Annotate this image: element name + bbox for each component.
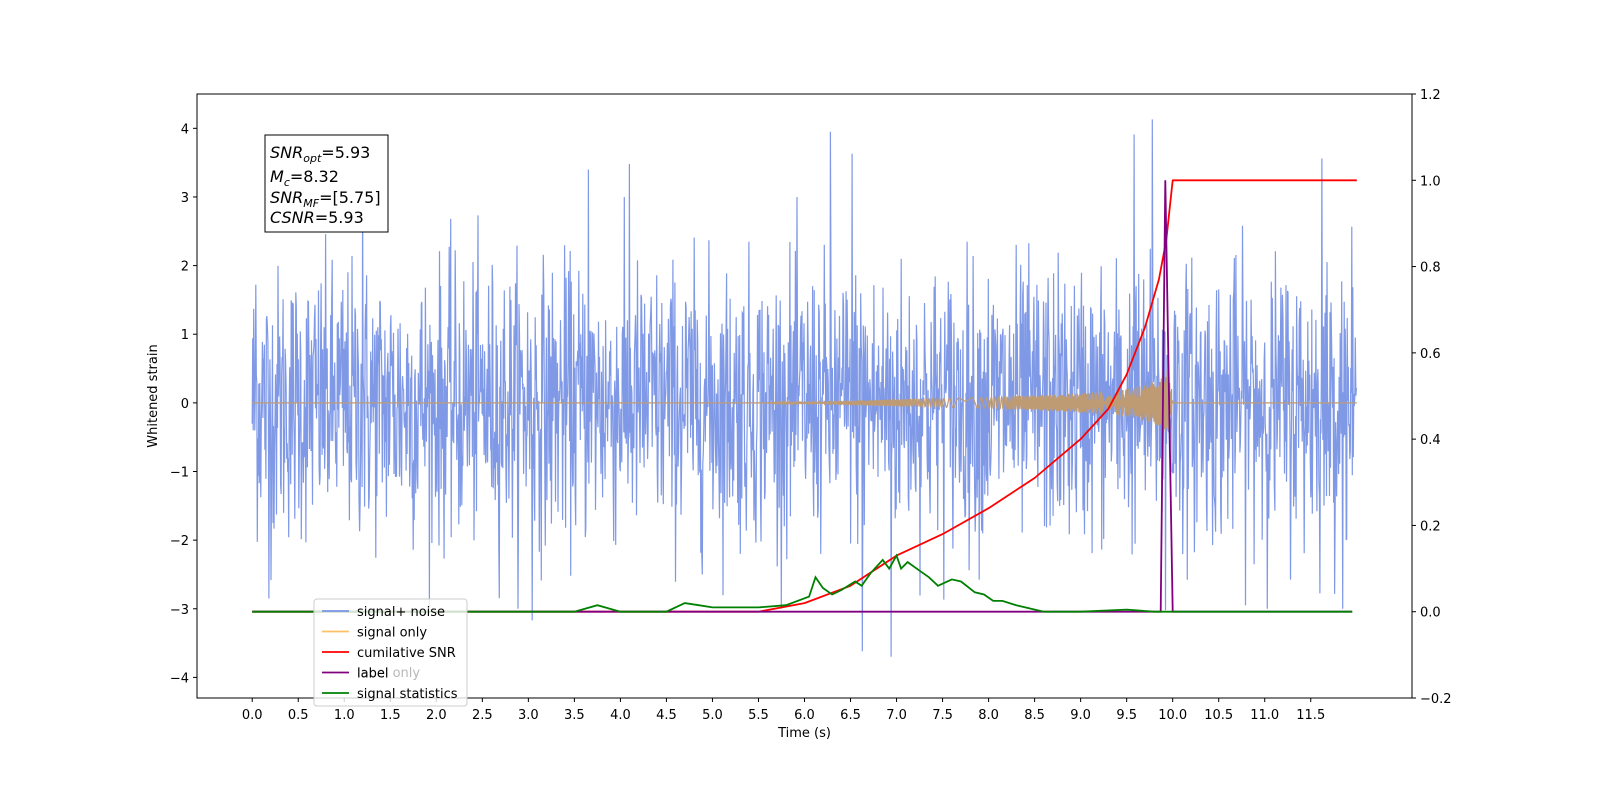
stats-annotation: SNRopt=5.93 Mc=8.32 SNRMF=[5.75] CSNR=5.… [264, 134, 389, 233]
y-right-tick-label: −0.2 [1420, 692, 1452, 707]
series-cumulative-snr [252, 179, 1357, 613]
y-right-tick-label: 1.2 [1420, 88, 1441, 103]
annotation-mc-sub: c [284, 176, 290, 189]
x-tick-label: 11.0 [1250, 708, 1279, 723]
x-tick-label: 4.0 [610, 708, 631, 723]
y-right-tick-label: 0.6 [1420, 347, 1441, 362]
x-tick-label: 9.5 [1116, 708, 1137, 723]
x-tick-label: 6.5 [840, 708, 861, 723]
y-left-tick-label: −1 [170, 466, 189, 481]
series-signal-noise [251, 119, 1357, 657]
plot-area [251, 119, 1357, 657]
x-tick-label: 10.0 [1158, 708, 1187, 723]
y-axis-left: −4 −3 −2 −1 0 1 2 3 4 [170, 122, 197, 686]
annotation-snr-mf-value: =[5.75] [319, 188, 381, 207]
x-tick-label: 9.0 [1070, 708, 1091, 723]
x-tick-label: 3.5 [564, 708, 585, 723]
x-tick-label: 1.0 [334, 708, 355, 723]
y-left-tick-label: −4 [170, 671, 189, 686]
annotation-box [264, 134, 389, 233]
legend-box [313, 598, 468, 707]
series-signal-only [252, 370, 1357, 433]
x-axis-label: Time (s) [777, 726, 831, 741]
legend-label: signal statistics [357, 687, 458, 702]
x-tick-label: 5.0 [702, 708, 723, 723]
x-tick-label: 4.5 [656, 708, 677, 723]
x-tick-label: 8.0 [978, 708, 999, 723]
y-right-tick-label: 0.8 [1420, 261, 1441, 276]
y-left-tick-label: 1 [181, 328, 189, 343]
legend-label: cumilative SNR [357, 646, 456, 661]
legend-label: label [357, 667, 388, 682]
annotation-snr-mf-base: SNR [270, 188, 303, 207]
x-tick-label: 1.5 [380, 708, 401, 723]
legend-label: signal only [357, 626, 427, 641]
x-tick-label: 11.5 [1296, 708, 1325, 723]
y-right-tick-label: 0.0 [1420, 606, 1441, 621]
annotation-mc-value: =8.32 [290, 167, 339, 186]
annotation-snr-opt-sub: opt [303, 152, 322, 165]
y-axis-right: −0.2 0.0 0.2 0.4 0.6 0.8 1.0 1.2 [1412, 88, 1452, 707]
x-tick-label: 7.5 [932, 708, 953, 723]
y-axis-label: Whitened strain [146, 344, 161, 447]
y-right-tick-label: 0.4 [1420, 433, 1441, 448]
y-left-tick-label: 4 [181, 122, 189, 137]
x-tick-label: 3.0 [518, 708, 539, 723]
series-signal-statistics [252, 553, 1353, 613]
y-right-tick-label: 0.2 [1420, 519, 1441, 534]
annotation-snr-mf: SNRMF=[5.75] [270, 188, 381, 210]
legend-hidden-label: label only [357, 666, 420, 681]
x-tick-label: 7.0 [886, 708, 907, 723]
annotation-csnr: CSNR=5.93 [270, 208, 364, 227]
x-tick-label: 8.5 [1024, 708, 1045, 723]
annotation-snr-mf-sub: MF [303, 197, 319, 210]
y-right-tick-label: 1.0 [1420, 174, 1441, 189]
x-tick-label: 2.5 [472, 708, 493, 723]
x-tick-label: 10.5 [1204, 708, 1233, 723]
y-left-tick-label: −2 [170, 534, 189, 549]
y-left-tick-label: 2 [181, 260, 189, 275]
annotation-snr-opt: SNRopt=5.93 [270, 143, 370, 165]
y-left-tick-label: 3 [181, 191, 189, 206]
y-left-tick-label: 0 [181, 397, 189, 412]
x-tick-label: 0.5 [288, 708, 309, 723]
legend-label: signal+ noise [357, 605, 445, 620]
x-axis: 0.0 0.5 1.0 1.5 2.0 2.5 3.0 3.5 4.0 4.5 5.0 5.5 6.0 6… [242, 698, 1325, 723]
annotation-snr-opt-base: SNR [270, 143, 303, 162]
x-tick-label: 0.0 [242, 708, 263, 723]
x-tick-label: 5.5 [748, 708, 769, 723]
annotation-mc-base: M [270, 167, 284, 186]
x-tick-label: 6.0 [794, 708, 815, 723]
annotation-csnr-value: =5.93 [315, 208, 364, 227]
y-left-tick-label: −3 [170, 603, 189, 618]
annotation-csnr-base: CSNR [270, 208, 315, 227]
annotation-mc: Mc=8.32 [270, 167, 339, 189]
x-tick-label: 2.0 [426, 708, 447, 723]
annotation-snr-opt-value: =5.93 [321, 143, 370, 162]
legend: label only signal+ noise signal only cumil… [313, 598, 468, 707]
